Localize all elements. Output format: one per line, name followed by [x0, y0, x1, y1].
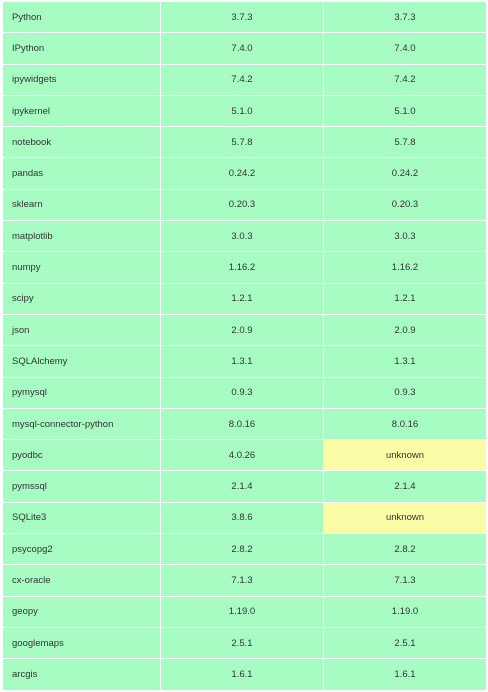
- package-name-cell: numpy: [3, 252, 160, 283]
- version-cell-2: 7.1.3: [324, 565, 486, 596]
- package-name-cell: psycopg2: [3, 534, 160, 565]
- version-cell-1: 3.8.6: [161, 502, 323, 534]
- version-cell-2-unknown: unknown: [324, 502, 486, 534]
- version-cell-2: 2.8.2: [324, 534, 486, 565]
- version-cell-1: 5.1.0: [161, 95, 323, 127]
- version-cell-1: 7.1.3: [161, 565, 323, 596]
- version-cell-1: 1.19.0: [161, 596, 323, 627]
- version-cell-2: 8.0.16: [324, 408, 486, 440]
- version-cell-1: 1.6.1: [161, 659, 323, 690]
- table-row: pymysql 0.9.3 0.9.3: [3, 377, 486, 408]
- table-row: SQLite3 3.8.6 unknown: [3, 502, 486, 534]
- version-cell-1: 0.24.2: [161, 158, 323, 189]
- table-row: googlemaps 2.5.1 2.5.1: [3, 627, 486, 659]
- version-cell-2: 3.0.3: [324, 221, 486, 252]
- package-name-cell: arcgis: [3, 659, 160, 690]
- package-name-cell: sklearn: [3, 189, 160, 221]
- package-name-cell: json: [3, 314, 160, 346]
- table-row: psycopg2 2.8.2 2.8.2: [3, 534, 486, 565]
- version-cell-1: 1.3.1: [161, 346, 323, 377]
- table-row: sklearn 0.20.3 0.20.3: [3, 189, 486, 221]
- version-cell-1: 2.1.4: [161, 471, 323, 502]
- table-row: json 2.0.9 2.0.9: [3, 314, 486, 346]
- version-cell-2: 1.19.0: [324, 596, 486, 627]
- table-row: SQLAlchemy 1.3.1 1.3.1: [3, 346, 486, 377]
- table-row: cx-oracle 7.1.3 7.1.3: [3, 565, 486, 596]
- version-cell-2: 5.7.8: [324, 127, 486, 158]
- version-cell-1: 0.20.3: [161, 189, 323, 221]
- table-row: arcgis 1.6.1 1.6.1: [3, 659, 486, 690]
- version-cell-2: 5.1.0: [324, 95, 486, 127]
- version-cell-2-unknown: unknown: [324, 440, 486, 471]
- version-cell-2: 2.0.9: [324, 314, 486, 346]
- table-row: mysql-connector-python 8.0.16 8.0.16: [3, 408, 486, 440]
- version-cell-1: 0.9.3: [161, 377, 323, 408]
- version-cell-1: 7.4.2: [161, 64, 323, 95]
- package-name-cell: mysql-connector-python: [3, 408, 160, 440]
- package-version-rows: Python 3.7.3 3.7.3 IPython 7.4.0 7.4.0 ipywidg…: [3, 2, 486, 690]
- package-name-cell: googlemaps: [3, 627, 160, 659]
- table-row: IPython 7.4.0 7.4.0: [3, 33, 486, 64]
- table-row: scipy 1.2.1 1.2.1: [3, 283, 486, 314]
- table-row: Python 3.7.3 3.7.3: [3, 2, 486, 33]
- package-name-cell: notebook: [3, 127, 160, 158]
- version-cell-2: 0.20.3: [324, 189, 486, 221]
- package-name-cell: ipywidgets: [3, 64, 160, 95]
- package-name-cell: ipykernel: [3, 95, 160, 127]
- table-row: geopy 1.19.0 1.19.0: [3, 596, 486, 627]
- package-name-cell: Python: [3, 2, 160, 33]
- version-cell-2: 0.24.2: [324, 158, 486, 189]
- version-cell-2: 7.4.2: [324, 64, 486, 95]
- version-cell-1: 1.16.2: [161, 252, 323, 283]
- version-cell-2: 2.5.1: [324, 627, 486, 659]
- table-row: ipywidgets 7.4.2 7.4.2: [3, 64, 486, 95]
- version-cell-1: 5.7.8: [161, 127, 323, 158]
- version-cell-2: 1.3.1: [324, 346, 486, 377]
- version-cell-1: 4.0.26: [161, 440, 323, 471]
- package-name-cell: cx-oracle: [3, 565, 160, 596]
- package-name-cell: matplotlib: [3, 221, 160, 252]
- version-cell-2: 3.7.3: [324, 2, 486, 33]
- version-cell-1: 3.7.3: [161, 2, 323, 33]
- version-cell-1: 2.8.2: [161, 534, 323, 565]
- version-cell-1: 2.5.1: [161, 627, 323, 659]
- version-cell-2: 1.2.1: [324, 283, 486, 314]
- version-cell-2: 7.4.0: [324, 33, 486, 64]
- table-row: numpy 1.16.2 1.16.2: [3, 252, 486, 283]
- package-name-cell: scipy: [3, 283, 160, 314]
- package-name-cell: pandas: [3, 158, 160, 189]
- table-row: ipykernel 5.1.0 5.1.0: [3, 95, 486, 127]
- version-cell-1: 2.0.9: [161, 314, 323, 346]
- version-cell-1: 7.4.0: [161, 33, 323, 64]
- version-cell-2: 0.9.3: [324, 377, 486, 408]
- package-name-cell: SQLite3: [3, 502, 160, 534]
- table-row: pyodbc 4.0.26 unknown: [3, 440, 486, 471]
- version-cell-2: 1.16.2: [324, 252, 486, 283]
- table-row: notebook 5.7.8 5.7.8: [3, 127, 486, 158]
- table-row: pandas 0.24.2 0.24.2: [3, 158, 486, 189]
- version-cell-1: 1.2.1: [161, 283, 323, 314]
- table-row: pymssql 2.1.4 2.1.4: [3, 471, 486, 502]
- table-row: matplotlib 3.0.3 3.0.3: [3, 221, 486, 252]
- package-name-cell: IPython: [3, 33, 160, 64]
- package-name-cell: pymssql: [3, 471, 160, 502]
- version-cell-1: 3.0.3: [161, 221, 323, 252]
- package-name-cell: pyodbc: [3, 440, 160, 471]
- package-name-cell: geopy: [3, 596, 160, 627]
- version-cell-2: 2.1.4: [324, 471, 486, 502]
- package-name-cell: pymysql: [3, 377, 160, 408]
- package-name-cell: SQLAlchemy: [3, 346, 160, 377]
- version-cell-2: 1.6.1: [324, 659, 486, 690]
- version-cell-1: 8.0.16: [161, 408, 323, 440]
